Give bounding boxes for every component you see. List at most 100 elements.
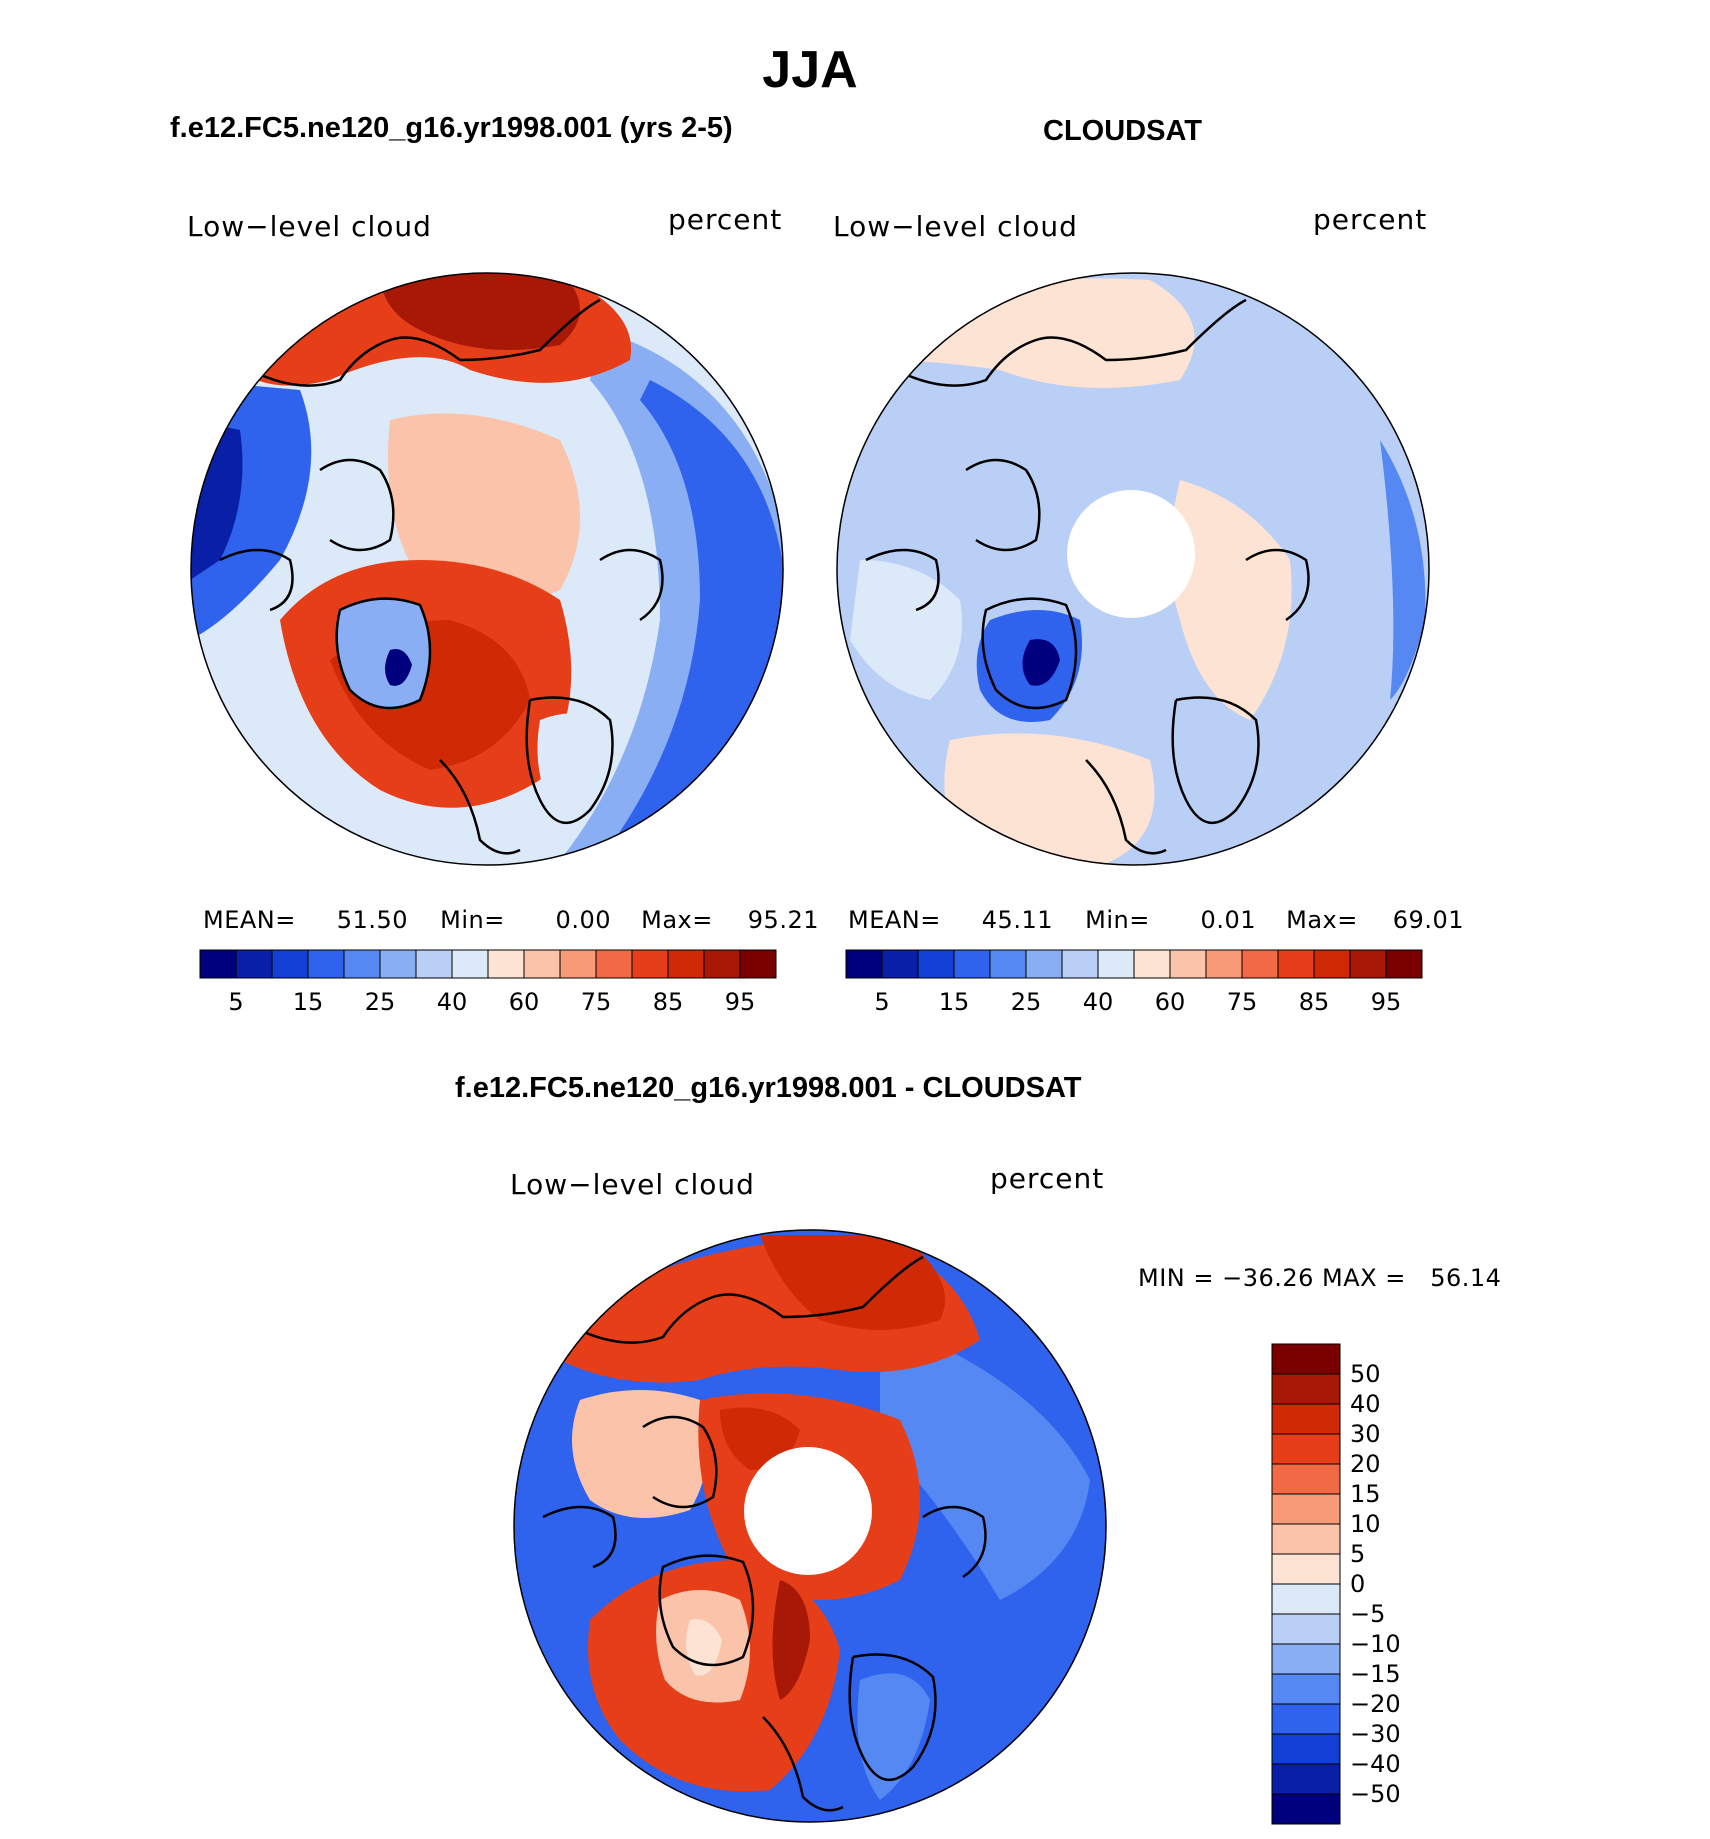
panel-1-field-greenland-core <box>385 649 412 686</box>
panel-3-field-salmon-west <box>572 1390 708 1518</box>
colorbar-swatch <box>703 949 741 979</box>
panel-1-map <box>191 273 783 865</box>
colorbar-swatch <box>1271 1673 1341 1705</box>
panel-1-field-salmon-pole <box>388 413 580 603</box>
colorbar-tick-label: −20 <box>1350 1690 1401 1718</box>
colorbar-swatch <box>881 949 919 979</box>
colorbar-swatch <box>1241 949 1279 979</box>
panel-3-polar-gap <box>744 1447 872 1575</box>
panel-3-variable-label: Low−level cloud <box>510 1168 755 1201</box>
panel-2-variable-label: Low−level cloud <box>833 210 1078 243</box>
colorbar-tick-label: 25 <box>1010 988 1042 1016</box>
panel-3-colorbar <box>1271 1343 1341 1825</box>
colorbar-tick-label: 0 <box>1350 1570 1366 1598</box>
panel-2-field-greenland-core <box>1022 639 1060 686</box>
colorbar-swatch <box>1271 1763 1341 1795</box>
colorbar-swatch <box>1313 949 1351 979</box>
colorbar-swatch <box>1271 1553 1341 1585</box>
panel-3-field-scandinavia <box>857 1673 930 1800</box>
panel-1-coastlines <box>219 298 664 855</box>
colorbar-swatch <box>451 949 489 979</box>
panel-1-stats: MEAN= 51.50 Min= 0.00 Max= 95.21 <box>203 906 819 934</box>
figure-title: JJA <box>762 41 858 99</box>
colorbar-swatch <box>271 949 309 979</box>
colorbar-tick-label: 5 <box>874 988 890 1016</box>
panel-2-max: 69.01 <box>1392 906 1464 934</box>
colorbar-tick-label: 75 <box>580 988 612 1016</box>
colorbar-swatch <box>595 949 633 979</box>
colorbar-swatch <box>307 949 345 979</box>
colorbar-swatch <box>1271 1613 1341 1645</box>
colorbar-swatch <box>1271 1583 1341 1615</box>
colorbar-tick-label: 15 <box>938 988 970 1016</box>
panel-1-field-scandinavia <box>537 713 620 820</box>
panel-2-field-salmon-east <box>1170 480 1292 720</box>
colorbar-swatch <box>415 949 453 979</box>
colorbar-swatch <box>235 949 273 979</box>
panel-3-units-label: percent <box>990 1162 1105 1195</box>
colorbar-tick-label: 50 <box>1350 1360 1381 1388</box>
panel-2-title: CLOUDSAT <box>1043 115 1202 147</box>
colorbar-swatch <box>1271 1493 1341 1525</box>
panel-3-title: f.e12.FC5.ne120_g16.yr1998.001 - CLOUDSA… <box>455 1072 1082 1104</box>
colorbar-tick-label: −50 <box>1350 1780 1401 1808</box>
colorbar-swatch <box>953 949 991 979</box>
panel-3-map-border <box>513 1229 1107 1823</box>
colorbar-swatch <box>739 949 777 979</box>
panel-2-colorbar <box>845 949 1423 979</box>
panel-3-stats: MIN = −36.26 MAX = 56.14 <box>1138 1264 1502 1292</box>
colorbar-swatch <box>1277 949 1315 979</box>
colorbar-swatch <box>487 949 525 979</box>
panel-2-mean-label: MEAN= <box>848 906 941 934</box>
colorbar-swatch <box>1061 949 1099 979</box>
panel-2-map <box>837 273 1429 865</box>
panel-1-units-label: percent <box>668 203 783 236</box>
colorbar-swatch <box>1169 949 1207 979</box>
colorbar-tick-label: 20 <box>1350 1450 1381 1478</box>
colorbar-swatch <box>523 949 561 979</box>
colorbar-tick-label: 60 <box>1154 988 1186 1016</box>
panel-2-min: 0.01 <box>1200 906 1256 934</box>
colorbar-swatch <box>343 949 381 979</box>
panel-1-title: f.e12.FC5.ne120_g16.yr1998.001 (yrs 2-5) <box>170 112 733 144</box>
colorbar-tick-label: 5 <box>1350 1540 1366 1568</box>
panel-2-field-blue-east-edge <box>1380 440 1426 700</box>
panel-1-mean-label: MEAN= <box>203 906 296 934</box>
colorbar-tick-label: 15 <box>292 988 324 1016</box>
colorbar-tick-label: 85 <box>652 988 684 1016</box>
colorbar-tick-label: −40 <box>1350 1750 1401 1778</box>
colorbar-tick-label: −10 <box>1350 1630 1401 1658</box>
colorbar-swatch <box>1271 1703 1341 1735</box>
colorbar-swatch <box>559 949 597 979</box>
colorbar-tick-label: 85 <box>1298 988 1330 1016</box>
colorbar-swatch <box>1271 1373 1341 1405</box>
colorbar-swatch <box>989 949 1027 979</box>
colorbar-swatch <box>1271 1433 1341 1465</box>
panel-1-min: 0.00 <box>555 906 611 934</box>
colorbar-tick-label: −30 <box>1350 1720 1401 1748</box>
colorbar-swatch <box>631 949 669 979</box>
colorbar-tick-label: 60 <box>508 988 540 1016</box>
colorbar-tick-label: 5 <box>228 988 244 1016</box>
colorbar-swatch <box>845 949 883 979</box>
colorbar-tick-label: 10 <box>1350 1510 1381 1538</box>
panel-1-variable-label: Low−level cloud <box>187 210 432 243</box>
colorbar-tick-label: 30 <box>1350 1420 1381 1448</box>
colorbar-tick-label: 40 <box>436 988 468 1016</box>
panel-1-max: 95.21 <box>747 906 819 934</box>
panel-1-min-label: Min= <box>440 906 505 934</box>
colorbar-swatch <box>1271 1403 1341 1435</box>
colorbar-swatch <box>1385 949 1423 979</box>
colorbar-swatch <box>1271 1343 1341 1375</box>
panel-2-coastlines <box>865 298 1310 855</box>
colorbar-tick-label: 25 <box>364 988 396 1016</box>
panel-2-mean: 45.11 <box>981 906 1053 934</box>
colorbar-swatch <box>1025 949 1063 979</box>
colorbar-swatch <box>1097 949 1135 979</box>
colorbar-swatch <box>667 949 705 979</box>
panel-1-field-red-north-deep <box>380 273 580 350</box>
colorbar-tick-label: −15 <box>1350 1660 1401 1688</box>
panel-2-polar-gap <box>1067 490 1195 618</box>
panel-1-field-greenland <box>336 598 430 708</box>
panel-3-field-red-atlantic-deep <box>772 1580 810 1700</box>
